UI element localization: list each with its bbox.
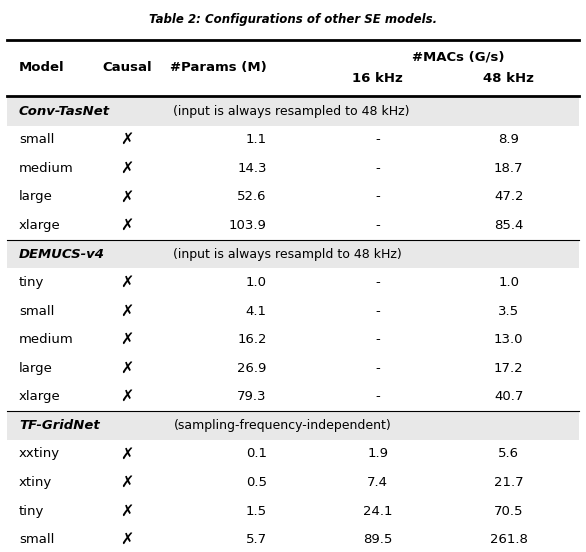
Text: ✗: ✗ xyxy=(120,503,134,518)
Text: 0.5: 0.5 xyxy=(246,476,267,489)
Text: 18.7: 18.7 xyxy=(494,162,523,175)
Text: -: - xyxy=(375,276,380,289)
Text: 1.1: 1.1 xyxy=(246,133,267,146)
Text: 21.7: 21.7 xyxy=(494,476,524,489)
Text: 24.1: 24.1 xyxy=(363,505,392,518)
Text: TF-GridNet: TF-GridNet xyxy=(19,419,100,432)
Text: 3.5: 3.5 xyxy=(498,305,519,317)
Bar xyxy=(7,411,579,440)
Text: 8.9: 8.9 xyxy=(498,133,519,146)
Text: ✗: ✗ xyxy=(120,218,134,233)
Text: Model: Model xyxy=(19,61,64,75)
Text: ✗: ✗ xyxy=(120,532,134,547)
Text: xtiny: xtiny xyxy=(19,476,52,489)
Text: 89.5: 89.5 xyxy=(363,533,392,546)
Text: medium: medium xyxy=(19,333,74,346)
Text: 7.4: 7.4 xyxy=(367,476,388,489)
Text: xxtiny: xxtiny xyxy=(19,448,60,460)
Text: DEMUCS-v4: DEMUCS-v4 xyxy=(19,247,105,261)
Text: ✗: ✗ xyxy=(120,389,134,404)
Text: ✗: ✗ xyxy=(120,189,134,204)
Text: 1.0: 1.0 xyxy=(246,276,267,289)
Text: -: - xyxy=(375,305,380,317)
Text: (input is always resampled to 48 kHz): (input is always resampled to 48 kHz) xyxy=(173,105,410,118)
Text: 0.1: 0.1 xyxy=(246,448,267,460)
Text: 1.5: 1.5 xyxy=(246,505,267,518)
Text: #MACs (G/s): #MACs (G/s) xyxy=(411,51,504,64)
Text: -: - xyxy=(375,333,380,346)
Bar xyxy=(7,97,579,125)
Text: 5.7: 5.7 xyxy=(246,533,267,546)
Text: small: small xyxy=(19,305,54,317)
Text: tiny: tiny xyxy=(19,505,45,518)
Text: ✗: ✗ xyxy=(120,132,134,147)
Text: -: - xyxy=(375,162,380,175)
Text: 14.3: 14.3 xyxy=(237,162,267,175)
Text: small: small xyxy=(19,533,54,546)
Text: 26.9: 26.9 xyxy=(237,362,267,375)
Text: 5.6: 5.6 xyxy=(498,448,519,460)
Text: ✗: ✗ xyxy=(120,304,134,319)
Text: (input is always resampld to 48 kHz): (input is always resampld to 48 kHz) xyxy=(173,247,402,261)
Text: xlarge: xlarge xyxy=(19,390,60,404)
Text: -: - xyxy=(375,362,380,375)
Text: 52.6: 52.6 xyxy=(237,190,267,204)
Text: #Params (M): #Params (M) xyxy=(170,61,267,75)
Text: 13.0: 13.0 xyxy=(494,333,523,346)
Text: ✗: ✗ xyxy=(120,447,134,461)
Text: 47.2: 47.2 xyxy=(494,190,523,204)
Text: 1.0: 1.0 xyxy=(498,276,519,289)
Text: -: - xyxy=(375,133,380,146)
Text: 17.2: 17.2 xyxy=(494,362,524,375)
Text: -: - xyxy=(375,219,380,232)
Text: large: large xyxy=(19,362,53,375)
Text: 103.9: 103.9 xyxy=(229,219,267,232)
Bar xyxy=(7,240,579,268)
Text: ✗: ✗ xyxy=(120,275,134,290)
Text: 85.4: 85.4 xyxy=(494,219,523,232)
Text: xlarge: xlarge xyxy=(19,219,60,232)
Text: ✗: ✗ xyxy=(120,361,134,376)
Text: -: - xyxy=(375,190,380,204)
Text: 16.2: 16.2 xyxy=(237,333,267,346)
Text: 4.1: 4.1 xyxy=(246,305,267,317)
Text: Table 2: Configurations of other SE models.: Table 2: Configurations of other SE mode… xyxy=(149,13,437,26)
Text: ✗: ✗ xyxy=(120,475,134,490)
Text: medium: medium xyxy=(19,162,74,175)
Text: ✗: ✗ xyxy=(120,332,134,347)
Text: 79.3: 79.3 xyxy=(237,390,267,404)
Text: large: large xyxy=(19,190,53,204)
Text: 16 kHz: 16 kHz xyxy=(352,72,403,85)
Text: small: small xyxy=(19,133,54,146)
Text: tiny: tiny xyxy=(19,276,45,289)
Text: 1.9: 1.9 xyxy=(367,448,388,460)
Text: ✗: ✗ xyxy=(120,161,134,176)
Text: -: - xyxy=(375,390,380,404)
Text: 48 kHz: 48 kHz xyxy=(483,72,534,85)
Text: Causal: Causal xyxy=(102,61,152,75)
Text: 261.8: 261.8 xyxy=(490,533,528,546)
Text: 70.5: 70.5 xyxy=(494,505,523,518)
Text: (sampling-frequency-independent): (sampling-frequency-independent) xyxy=(173,419,391,432)
Text: 40.7: 40.7 xyxy=(494,390,523,404)
Text: Conv-TasNet: Conv-TasNet xyxy=(19,105,110,118)
